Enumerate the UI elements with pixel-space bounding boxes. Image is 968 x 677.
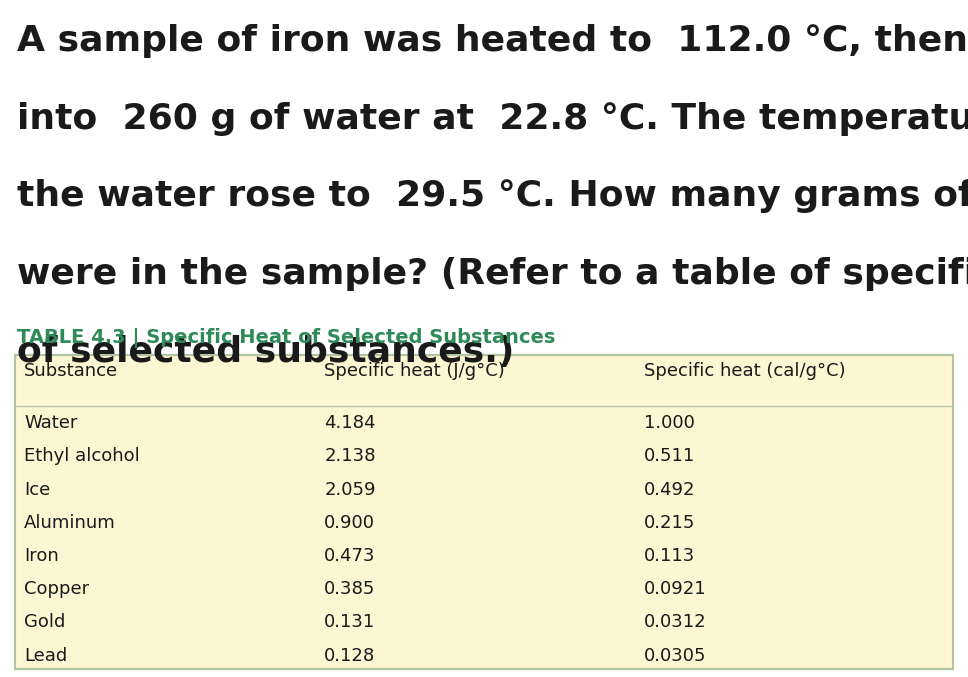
- Text: Water: Water: [24, 414, 77, 433]
- Text: 0.0312: 0.0312: [644, 613, 707, 632]
- Text: 2.138: 2.138: [324, 447, 376, 466]
- Text: 0.385: 0.385: [324, 580, 376, 598]
- Text: Lead: Lead: [24, 647, 68, 665]
- Text: into  260 g of water at  22.8 °C. The temperature of: into 260 g of water at 22.8 °C. The temp…: [17, 102, 968, 135]
- Text: 1.000: 1.000: [644, 414, 695, 433]
- Text: 0.215: 0.215: [644, 514, 695, 532]
- Text: Iron: Iron: [24, 547, 59, 565]
- Text: A sample of iron was heated to  112.0 °C, then placed: A sample of iron was heated to 112.0 °C,…: [17, 24, 968, 58]
- Text: Gold: Gold: [24, 613, 66, 632]
- Text: 2.059: 2.059: [324, 481, 376, 499]
- Text: Ice: Ice: [24, 481, 50, 499]
- Text: Specific heat (J/g°C): Specific heat (J/g°C): [324, 362, 505, 380]
- Text: 0.131: 0.131: [324, 613, 376, 632]
- Text: were in the sample? (Refer to a table of specific heat: were in the sample? (Refer to a table of…: [17, 257, 968, 291]
- Text: Substance: Substance: [24, 362, 118, 380]
- Text: Ethyl alcohol: Ethyl alcohol: [24, 447, 140, 466]
- Text: 0.0305: 0.0305: [644, 647, 707, 665]
- FancyBboxPatch shape: [15, 355, 953, 669]
- Text: 0.492: 0.492: [644, 481, 695, 499]
- Text: the water rose to  29.5 °C. How many grams of iron: the water rose to 29.5 °C. How many gram…: [17, 179, 968, 213]
- Text: of selected substances.): of selected substances.): [17, 335, 515, 369]
- Text: TABLE 4.3 | Specific Heat of Selected Substances: TABLE 4.3 | Specific Heat of Selected Su…: [17, 328, 556, 349]
- Text: 0.113: 0.113: [644, 547, 695, 565]
- Text: Copper: Copper: [24, 580, 89, 598]
- Text: 4.184: 4.184: [324, 414, 376, 433]
- Text: 0.0921: 0.0921: [644, 580, 707, 598]
- Text: 0.900: 0.900: [324, 514, 376, 532]
- Text: Specific heat (cal/g°C): Specific heat (cal/g°C): [644, 362, 845, 380]
- Text: 0.511: 0.511: [644, 447, 695, 466]
- Text: 0.128: 0.128: [324, 647, 376, 665]
- Text: 0.473: 0.473: [324, 547, 376, 565]
- Text: Aluminum: Aluminum: [24, 514, 116, 532]
